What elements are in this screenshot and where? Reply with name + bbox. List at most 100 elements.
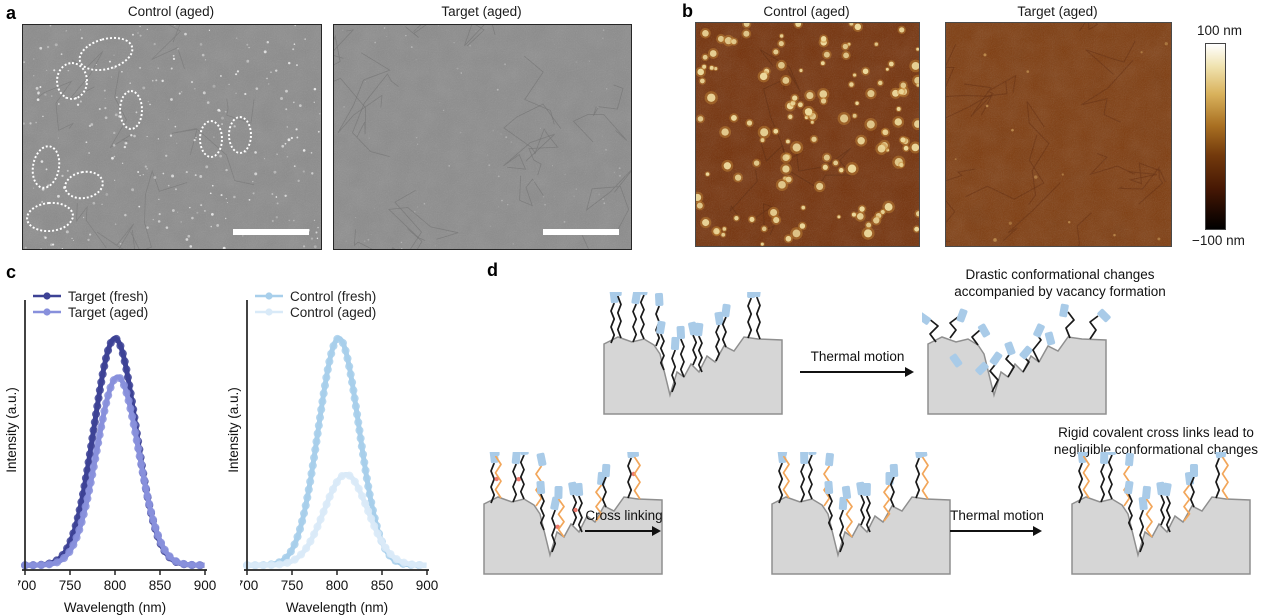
caption-line: Drastic conformational changes bbox=[965, 267, 1155, 282]
ligand-head-group bbox=[656, 320, 666, 335]
legend-line-marker bbox=[255, 308, 283, 316]
ligand-head-group bbox=[1189, 463, 1199, 478]
ligand-head-group bbox=[554, 485, 563, 500]
x-tick-label: 850 bbox=[371, 578, 394, 593]
legend-line-marker bbox=[33, 308, 61, 316]
afm-image-target-aged bbox=[945, 22, 1172, 247]
ligand-head-group bbox=[956, 308, 968, 323]
ligand-head-group bbox=[1079, 442, 1088, 457]
chart-legend: Target (fresh) Target (aged) bbox=[32, 288, 148, 320]
y-axis-label: Intensity (a.u.) bbox=[4, 387, 19, 473]
ligand-head-group bbox=[1161, 482, 1172, 497]
legend-item: Control (aged) bbox=[254, 304, 376, 320]
ligand-head-group bbox=[977, 323, 991, 338]
panel-a-label: a bbox=[6, 3, 17, 23]
caption-line: Rigid covalent cross links lead to bbox=[1058, 425, 1254, 440]
highlight-ellipse bbox=[228, 116, 252, 154]
ligand-head-group bbox=[1097, 308, 1111, 323]
cross-linking-arrow bbox=[585, 526, 661, 535]
ligand-head-group bbox=[574, 482, 584, 497]
arrow3-label: Thermal motion bbox=[950, 508, 1044, 523]
substrate-diagram-crosslinked bbox=[766, 441, 956, 582]
caption-line: accompanied by vacancy formation bbox=[954, 284, 1166, 299]
ligand-head-group bbox=[670, 336, 680, 351]
ligand-head-group bbox=[550, 496, 561, 511]
panel-c-label: c bbox=[6, 262, 17, 282]
substrate-diagram-with-crosslinkers bbox=[478, 441, 668, 582]
arrow1-label: Thermal motion bbox=[810, 349, 905, 364]
colorbar-min-label: −100 nm bbox=[1192, 233, 1245, 248]
ligand-head-group bbox=[1019, 345, 1033, 360]
ligand-head-group bbox=[917, 312, 931, 325]
micrograph-texture bbox=[696, 23, 919, 246]
substrate-diagram-aged-control bbox=[917, 292, 1112, 422]
ligand-head-group bbox=[800, 450, 809, 465]
legend-label: Control (aged) bbox=[290, 304, 377, 320]
colorbar-max-label: 100 nm bbox=[1197, 23, 1243, 38]
ligand-head-group bbox=[721, 303, 731, 318]
ligand-head-group bbox=[511, 450, 521, 465]
x-tick-label: 700 bbox=[18, 578, 36, 593]
caption-vacancy-formation: Drastic conformational changes accompani… bbox=[930, 266, 1190, 300]
ligand-head-group bbox=[838, 496, 848, 511]
highlight-ellipse bbox=[56, 62, 88, 100]
substrate-diagram-fresh-control bbox=[598, 281, 788, 422]
ligand-head-group bbox=[1142, 485, 1151, 500]
legend-line-marker bbox=[33, 292, 61, 300]
afm-target-title: Target (aged) bbox=[1017, 4, 1098, 19]
panel-b-label: b bbox=[682, 1, 693, 21]
ligand-head-group bbox=[807, 441, 817, 456]
legend-line-marker bbox=[255, 292, 283, 300]
reactive-site-dot bbox=[573, 507, 578, 513]
ligand-head-group bbox=[862, 482, 871, 497]
sem-target-title: Target (aged) bbox=[441, 4, 522, 19]
ligand-head-group bbox=[601, 463, 611, 478]
reactive-site-dot bbox=[494, 476, 499, 482]
chart-plot-area: 700 750 800 850 900 bbox=[14, 300, 217, 593]
x-axis-label: Wavelength (nm) bbox=[285, 600, 389, 615]
ligand-head-group bbox=[694, 322, 704, 337]
legend-label: Control (fresh) bbox=[290, 288, 377, 304]
ligand-head-group bbox=[1059, 303, 1069, 318]
afm-control-title: Control (aged) bbox=[763, 4, 850, 19]
micrograph-texture bbox=[334, 25, 631, 249]
scale-bar bbox=[233, 229, 309, 235]
x-tick-label: 800 bbox=[104, 578, 127, 593]
ligand-head-group bbox=[1100, 450, 1109, 465]
legend-item: Target (fresh) bbox=[32, 288, 148, 304]
afm-image-control-aged bbox=[695, 22, 920, 247]
legend-item: Target (aged) bbox=[32, 304, 148, 320]
chart-legend: Control (fresh) Control (aged) bbox=[254, 288, 376, 320]
thermal-motion-arrow-2 bbox=[950, 526, 1042, 535]
ligand-head-group bbox=[825, 452, 834, 467]
ligand-head-group bbox=[1004, 341, 1016, 356]
scale-bar bbox=[543, 229, 619, 235]
micrograph-texture bbox=[946, 23, 1171, 246]
x-tick-label: 700 bbox=[240, 578, 258, 593]
x-axis-label: Wavelength (nm) bbox=[63, 600, 167, 615]
legend-item: Control (fresh) bbox=[254, 288, 376, 304]
sem-image-target-aged bbox=[333, 24, 632, 250]
thermal-motion-arrow-1 bbox=[800, 367, 914, 376]
ligand-head-group bbox=[491, 442, 500, 457]
highlight-ellipse bbox=[119, 90, 143, 130]
height-colorbar bbox=[1205, 43, 1226, 230]
ligand-head-group bbox=[975, 361, 989, 376]
x-tick-label: 850 bbox=[149, 578, 172, 593]
panel-d-label: d bbox=[487, 260, 498, 280]
ligand-head-group bbox=[824, 480, 834, 495]
x-tick-label: 750 bbox=[59, 578, 82, 593]
ligand-head-group bbox=[654, 292, 664, 307]
x-tick-label: 900 bbox=[194, 578, 217, 593]
y-axis-label: Intensity (a.u.) bbox=[226, 387, 241, 473]
arrow2-label: Cross linking bbox=[585, 508, 663, 523]
x-tick-label: 800 bbox=[326, 578, 349, 593]
x-tick-label: 750 bbox=[281, 578, 304, 593]
ligand-head-group bbox=[1138, 496, 1148, 511]
ligand-head-group bbox=[1124, 480, 1134, 495]
legend-label: Target (fresh) bbox=[68, 288, 149, 304]
ligand-head-group bbox=[1125, 452, 1134, 467]
ligand-head-group bbox=[1033, 323, 1045, 338]
ligand-head-group bbox=[752, 283, 762, 298]
